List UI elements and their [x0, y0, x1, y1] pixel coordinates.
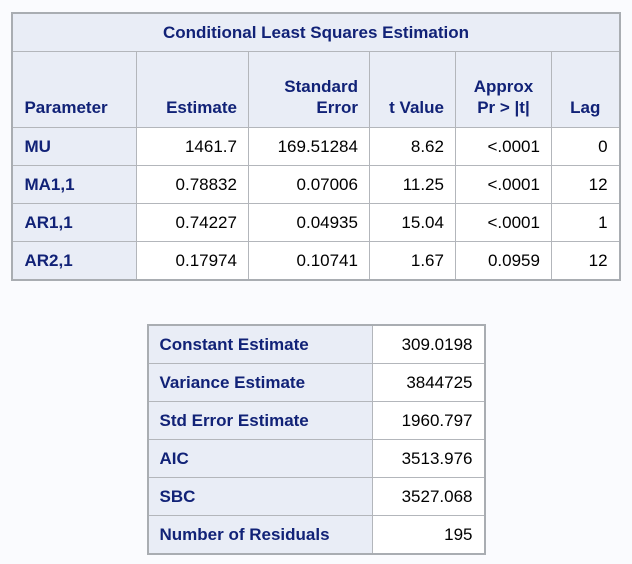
lag-cell: 0	[550, 127, 621, 166]
fit-stat-label: AIC	[147, 439, 373, 478]
fit-row-aic: AIC 3513.976	[147, 439, 485, 478]
std-error-cell: 0.07006	[247, 165, 370, 204]
column-header-parameter: Parameter	[11, 51, 137, 128]
fit-row-constant-estimate: Constant Estimate 309.0198	[147, 324, 485, 364]
fit-stat-label: SBC	[147, 477, 373, 516]
fit-stat-value: 3513.976	[372, 439, 485, 478]
t-value-cell: 1.67	[368, 241, 456, 281]
column-header-approx-pr-t: Approx Pr > |t|	[454, 51, 552, 128]
pr-t-cell: <.0001	[454, 127, 552, 166]
t-value-cell: 11.25	[368, 165, 456, 204]
pr-t-cell: <.0001	[454, 203, 552, 242]
fit-row-sbc: SBC 3527.068	[147, 477, 485, 516]
table-row-ar21: AR2,1 0.17974 0.10741 1.67 0.0959 12	[11, 241, 621, 281]
table-row-ma11: MA1,1 0.78832 0.07006 11.25 <.0001 12	[11, 165, 621, 204]
lag-cell: 12	[550, 165, 621, 204]
estimate-cell: 0.17974	[135, 241, 249, 281]
t-value-cell: 8.62	[368, 127, 456, 166]
fit-row-number-of-residuals: Number of Residuals 195	[147, 515, 485, 555]
column-header-estimate: Estimate	[135, 51, 249, 128]
fit-stat-value: 1960.797	[372, 401, 485, 440]
table-title-row: Conditional Least Squares Estimation	[11, 12, 621, 52]
t-value-cell: 15.04	[368, 203, 456, 242]
pr-t-cell: <.0001	[454, 165, 552, 204]
fit-stat-label: Constant Estimate	[147, 324, 373, 364]
fit-row-variance-estimate: Variance Estimate 3844725	[147, 363, 485, 402]
std-error-cell: 169.51284	[247, 127, 370, 166]
fit-row-std-error-estimate: Std Error Estimate 1960.797	[147, 401, 485, 440]
pr-t-cell: 0.0959	[454, 241, 552, 281]
fit-stat-value: 195	[372, 515, 485, 555]
column-header-standard-error-line1: Standard	[284, 76, 358, 96]
table-row-mu: MU 1461.7 169.51284 8.62 <.0001 0	[11, 127, 621, 166]
fit-stat-value: 3844725	[372, 363, 485, 402]
table-row-ar11: AR1,1 0.74227 0.04935 15.04 <.0001 1	[11, 203, 621, 242]
column-header-t-value: t Value	[368, 51, 456, 128]
fit-stat-value: 309.0198	[372, 324, 485, 364]
fit-statistics-table: Constant Estimate 309.0198 Variance Esti…	[146, 324, 486, 555]
column-header-approx-line1: Approx	[473, 76, 534, 96]
column-header-row: Parameter Estimate Standard Error t Value…	[11, 51, 621, 128]
parameter-name-cell: AR1,1	[11, 203, 137, 242]
fit-stat-value: 3527.068	[372, 477, 485, 516]
lag-cell: 12	[550, 241, 621, 281]
column-header-lag: Lag	[550, 51, 621, 128]
estimate-cell: 0.74227	[135, 203, 249, 242]
column-header-standard-error-line2: Error	[316, 97, 358, 117]
fit-stat-label: Std Error Estimate	[147, 401, 373, 440]
std-error-cell: 0.04935	[247, 203, 370, 242]
std-error-cell: 0.10741	[247, 241, 370, 281]
lag-cell: 1	[550, 203, 621, 242]
column-header-standard-error: Standard Error	[247, 51, 370, 128]
parameter-name-cell: AR2,1	[11, 241, 137, 281]
column-header-approx-line2: Pr > |t|	[477, 97, 530, 117]
parameter-name-cell: MU	[11, 127, 137, 166]
estimate-cell: 0.78832	[135, 165, 249, 204]
fit-stat-label: Number of Residuals	[147, 515, 373, 555]
conditional-least-squares-table: Conditional Least Squares Estimation Par…	[11, 12, 621, 281]
table-title: Conditional Least Squares Estimation	[11, 12, 621, 52]
fit-stat-label: Variance Estimate	[147, 363, 373, 402]
estimate-cell: 1461.7	[135, 127, 249, 166]
parameter-name-cell: MA1,1	[11, 165, 137, 204]
